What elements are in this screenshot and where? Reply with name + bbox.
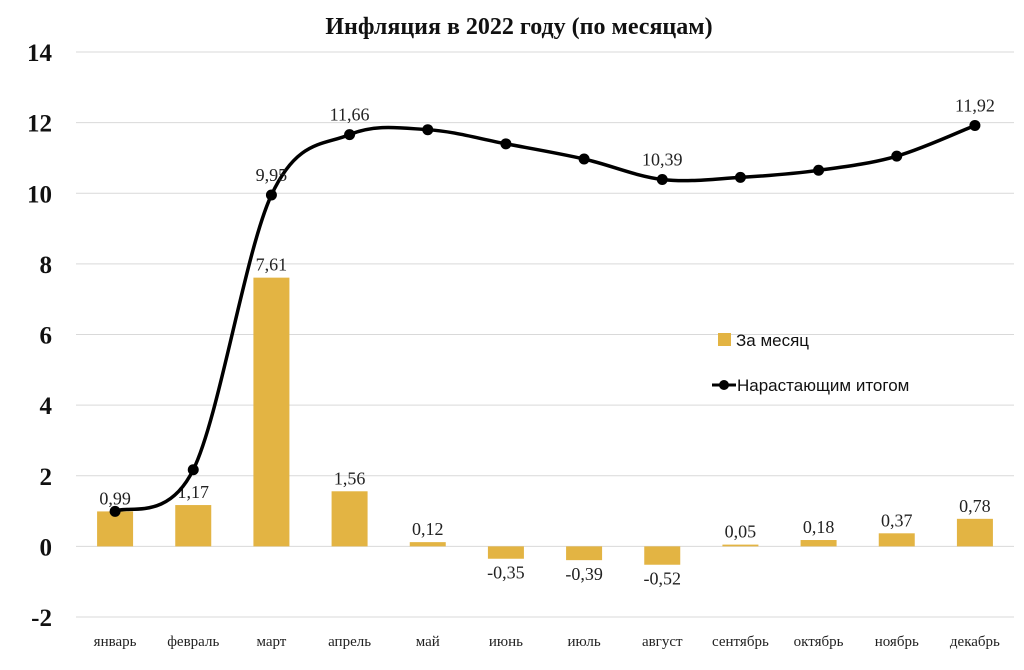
legend-swatch-bar bbox=[718, 333, 731, 346]
legend: За месяц Нарастающим итогом bbox=[712, 331, 909, 395]
x-tick-label: ноябрь bbox=[875, 634, 919, 650]
bar bbox=[331, 491, 368, 547]
x-tick-label: август bbox=[642, 634, 683, 650]
y-tick-label: 2 bbox=[40, 464, 53, 491]
bar-value-label: 0,78 bbox=[959, 496, 991, 516]
bar-data-labels: 0,99 1,17 7,61 1,56 0,12 -0,35 -0,39 -0,52 0,05 0… bbox=[99, 255, 990, 589]
x-tick-label: октябрь bbox=[794, 634, 844, 650]
y-tick-label: -2 bbox=[31, 605, 52, 632]
line-value-label: 11,92 bbox=[955, 95, 995, 115]
y-tick-label: 10 bbox=[27, 181, 52, 208]
bar-value-label: 1,56 bbox=[334, 468, 366, 488]
bar-value-label: 0,12 bbox=[412, 519, 444, 539]
bar-value-label: 1,17 bbox=[178, 482, 210, 502]
bar bbox=[97, 511, 134, 547]
x-tick-label: июнь bbox=[489, 634, 523, 650]
bar bbox=[722, 544, 759, 547]
line-value-label: 10,39 bbox=[642, 149, 683, 169]
bar bbox=[566, 546, 603, 561]
line-point bbox=[344, 129, 356, 141]
line-point bbox=[656, 173, 668, 185]
line-point bbox=[109, 505, 121, 517]
bar-value-label: -0,39 bbox=[565, 564, 603, 584]
x-tick-label: февраль bbox=[167, 634, 219, 650]
x-tick-label: июль bbox=[567, 634, 600, 650]
line-point bbox=[265, 189, 277, 201]
bar bbox=[253, 277, 290, 547]
line-point bbox=[969, 119, 981, 131]
bar-value-label: 7,61 bbox=[256, 255, 288, 275]
bar bbox=[800, 540, 837, 547]
line-point bbox=[500, 138, 512, 150]
x-axis-ticks: январь февраль март апрель май июнь июль август… bbox=[94, 634, 1000, 650]
bar-value-label: -0,52 bbox=[644, 569, 682, 589]
y-tick-label: 14 bbox=[27, 40, 53, 67]
line-value-label: 9,95 bbox=[256, 165, 288, 185]
legend-swatch-marker bbox=[719, 380, 729, 390]
line-point bbox=[734, 171, 746, 183]
x-tick-label: май bbox=[416, 634, 440, 650]
bar bbox=[956, 518, 993, 547]
bar-value-label: 0,05 bbox=[725, 522, 757, 542]
line-data-labels: 9,95 11,66 10,39 11,92 bbox=[256, 95, 995, 185]
bar bbox=[878, 533, 915, 547]
gridlines bbox=[76, 51, 1014, 618]
line-point bbox=[422, 124, 434, 136]
legend-label-bar: За месяц bbox=[736, 331, 809, 350]
x-tick-label: декабрь bbox=[950, 634, 1000, 650]
bar bbox=[175, 505, 212, 547]
bar bbox=[409, 542, 446, 547]
x-tick-label: март bbox=[256, 634, 286, 650]
y-axis-ticks: -2 0 2 4 6 8 10 12 14 bbox=[27, 40, 53, 632]
x-tick-label: январь bbox=[94, 634, 137, 650]
legend-label-line: Нарастающим итогом bbox=[737, 376, 909, 395]
line-series bbox=[109, 119, 981, 517]
bar-value-label: 0,37 bbox=[881, 510, 913, 530]
line-point bbox=[187, 464, 199, 476]
bar bbox=[487, 546, 524, 559]
y-tick-label: 6 bbox=[40, 323, 53, 350]
bar-series bbox=[97, 277, 993, 565]
x-tick-label: сентябрь bbox=[712, 634, 769, 650]
line-point bbox=[578, 153, 590, 165]
x-tick-label: апрель bbox=[328, 634, 371, 650]
bar-value-label: -0,35 bbox=[487, 563, 525, 583]
bar-value-label: 0,99 bbox=[99, 488, 131, 508]
line-path bbox=[114, 123, 976, 514]
y-tick-label: 0 bbox=[40, 534, 53, 561]
chart-title: Инфляция в 2022 году (по месяцам) bbox=[325, 14, 712, 40]
y-tick-label: 4 bbox=[40, 393, 53, 420]
line-point bbox=[891, 150, 903, 162]
y-tick-label: 8 bbox=[40, 252, 53, 279]
bar-value-label: 0,18 bbox=[803, 517, 835, 537]
y-tick-label: 12 bbox=[27, 111, 52, 138]
line-point bbox=[813, 164, 825, 176]
bar bbox=[644, 546, 681, 565]
line-value-label: 11,66 bbox=[330, 105, 370, 125]
